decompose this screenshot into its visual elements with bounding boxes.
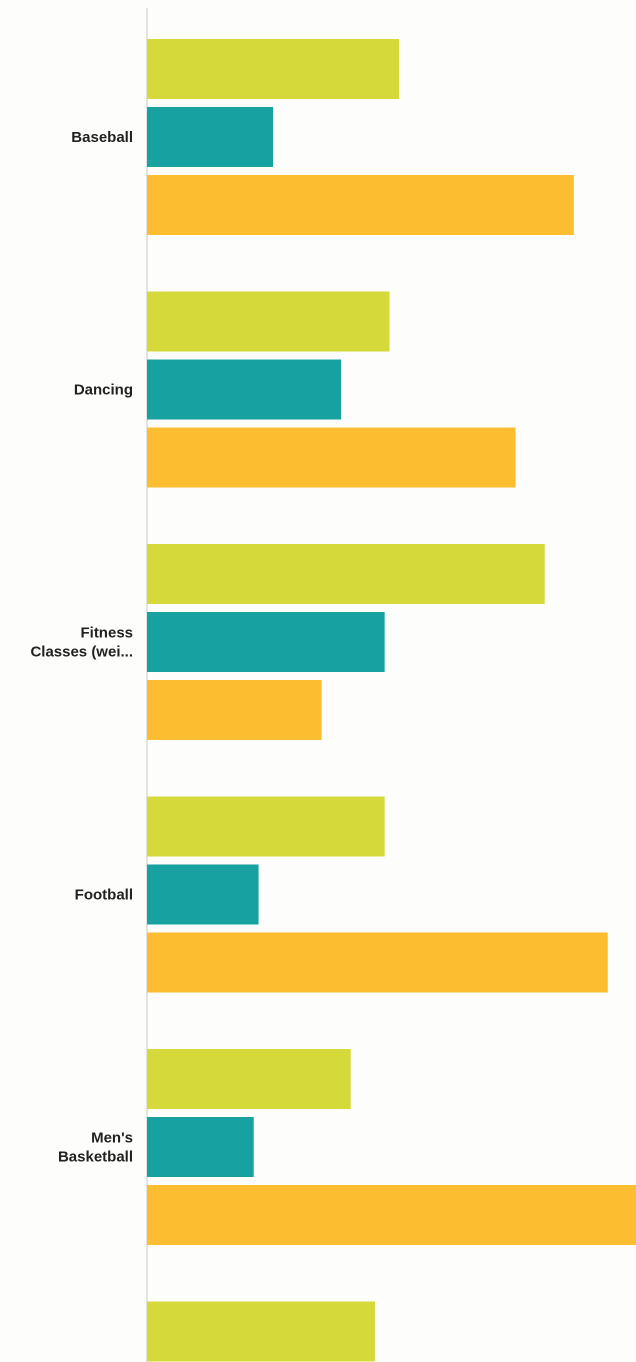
bar-cat2-series1 [147, 612, 385, 672]
bar-cat1-series2 [147, 428, 516, 488]
bar-cat0-series1 [147, 107, 273, 167]
bars-group [147, 39, 636, 1362]
bar-cat4-series1 [147, 1117, 254, 1177]
bar-cat1-series0 [147, 292, 390, 352]
bar-cat3-series0 [147, 797, 385, 857]
category-label: Dancing [74, 382, 133, 399]
bar-cat2-series0 [147, 544, 545, 604]
category-labels-group: Baseball Dancing Fitness Classes (wei... Foo… [30, 129, 133, 1166]
category-label: Football [75, 887, 133, 904]
category-label: Classes (wei... [30, 644, 133, 661]
category-label: Fitness [80, 625, 133, 642]
bar-cat2-series2 [147, 680, 322, 740]
bar-cat4-series2 [147, 1185, 636, 1245]
bar-cat4-series0 [147, 1049, 351, 1109]
category-label: Basketball [58, 1149, 133, 1166]
bar-cat1-series1 [147, 360, 341, 420]
bar-cat3-series2 [147, 933, 608, 993]
bar-cat3-series1 [147, 865, 259, 925]
bar-cat5-series0 [147, 1302, 375, 1362]
bar-cat0-series2 [147, 175, 574, 235]
category-label: Men's [91, 1130, 133, 1147]
category-label: Baseball [71, 129, 133, 146]
bar-cat0-series0 [147, 39, 399, 99]
